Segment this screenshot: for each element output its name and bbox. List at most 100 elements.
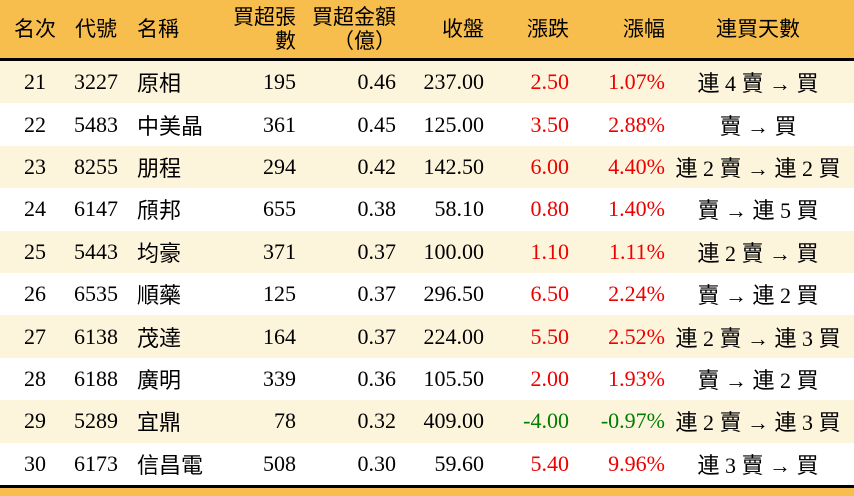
cell-close: 224.00 xyxy=(423,323,485,349)
cell-name: 信昌電 xyxy=(137,452,204,478)
cell-amount: 0.37 xyxy=(357,323,397,349)
cell-volume: 361 xyxy=(263,111,296,137)
cell-change_pct: 1.11% xyxy=(608,238,665,264)
cell-change: 6.50 xyxy=(530,281,570,307)
cell-amount: 0.32 xyxy=(357,408,397,434)
cell-close: 296.50 xyxy=(423,281,485,307)
table-row: 24 6147 頎邦 655 0.38 58.10 0.80 1.40% 賣 → 連 5 買 xyxy=(0,188,854,231)
cell-name: 朋程 xyxy=(137,155,182,181)
cell-amount: 0.37 xyxy=(357,238,397,264)
cell-name: 順藥 xyxy=(137,283,182,309)
cell-rank: 21 xyxy=(24,69,46,95)
cell-change_pct: 9.96% xyxy=(608,450,665,476)
table-row: 29 5289 宜鼎 78 0.32 409.00 -4.00 -0.97% 連 2 賣 → 連… xyxy=(0,400,854,443)
cell-rank: 27 xyxy=(24,323,46,349)
column-header-change: 漲跌 xyxy=(527,16,569,41)
cell-amount: 0.42 xyxy=(357,153,397,179)
cell-volume: 371 xyxy=(263,238,296,264)
cell-close: 58.10 xyxy=(434,196,485,222)
cell-amount: 0.46 xyxy=(357,69,397,95)
cell-code: 3227 xyxy=(74,69,118,95)
cell-change_pct: 1.07% xyxy=(608,69,665,95)
cell-amount: 0.45 xyxy=(357,111,397,137)
table-row: 22 5483 中美晶 361 0.45 125.00 3.50 2.88% 賣 → 買 xyxy=(0,103,854,146)
cell-rank: 29 xyxy=(24,408,46,434)
column-header-buy-amount: 買超金額 （億） xyxy=(312,4,396,53)
cell-change: 5.40 xyxy=(530,450,570,476)
cell-streak: 連 2 賣 → 連 2 買 xyxy=(675,155,841,181)
cell-change: 1.10 xyxy=(530,238,570,264)
cell-volume: 125 xyxy=(263,281,296,307)
cell-change_pct: 2.24% xyxy=(608,281,665,307)
cell-amount: 0.30 xyxy=(357,450,397,476)
table-row: 25 5443 均豪 371 0.37 100.00 1.10 1.11% 連 2 賣 → 買 xyxy=(0,230,854,273)
cell-code: 6535 xyxy=(74,281,118,307)
cell-streak: 連 2 賣 → 買 xyxy=(697,240,819,266)
table-row: 30 6173 信昌電 508 0.30 59.60 5.40 9.96% 連 3 賣 → 買 xyxy=(0,442,854,485)
cell-volume: 195 xyxy=(263,69,296,95)
column-header-buy-volume: 買超張數 xyxy=(233,4,296,53)
table-row: 23 8255 朋程 294 0.42 142.50 6.00 4.40% 連 2 賣 → 連 … xyxy=(0,145,854,189)
cell-name: 宜鼎 xyxy=(137,410,182,436)
bottom-divider-line xyxy=(0,484,854,488)
cell-code: 6138 xyxy=(74,323,118,349)
cell-change_pct: 1.40% xyxy=(608,196,665,222)
cell-volume: 508 xyxy=(263,450,296,476)
cell-name: 均豪 xyxy=(137,240,182,266)
cell-close: 409.00 xyxy=(423,408,485,434)
cell-code: 6147 xyxy=(74,196,118,222)
table-row: 28 6188 廣明 339 0.36 105.50 2.00 1.93% 賣 → 連 2 買 xyxy=(0,357,854,401)
cell-volume: 164 xyxy=(263,323,296,349)
cell-code: 6173 xyxy=(74,450,118,476)
column-header-rank: 名次 xyxy=(14,16,56,41)
table-row: 21 3227 原相 195 0.46 237.00 2.50 1.07% 連 4 賣 → 買 xyxy=(0,61,854,104)
cell-rank: 22 xyxy=(24,111,46,137)
cell-streak: 賣 → 買 xyxy=(719,113,797,139)
cell-amount: 0.38 xyxy=(357,196,397,222)
cell-rank: 26 xyxy=(24,281,46,307)
cell-streak: 連 3 賣 → 買 xyxy=(697,452,819,478)
cell-change: 2.50 xyxy=(530,69,570,95)
cell-close: 59.60 xyxy=(434,450,485,476)
cell-streak: 連 2 賣 → 連 3 買 xyxy=(675,410,841,436)
cell-volume: 339 xyxy=(263,365,296,391)
cell-volume: 78 xyxy=(274,408,296,434)
cell-volume: 294 xyxy=(263,153,296,179)
cell-name: 廣明 xyxy=(137,367,182,393)
cell-streak: 連 4 賣 → 買 xyxy=(697,71,819,97)
column-header-change-pct: 漲幅 xyxy=(623,16,665,41)
cell-volume: 655 xyxy=(263,196,296,222)
cell-name: 原相 xyxy=(137,71,182,97)
cell-streak: 賣 → 連 5 買 xyxy=(697,198,819,224)
cell-code: 5289 xyxy=(74,408,118,434)
cell-change_pct: 1.93% xyxy=(608,365,665,391)
cell-streak: 賣 → 連 2 買 xyxy=(697,367,819,393)
cell-close: 142.50 xyxy=(423,153,485,179)
cell-code: 8255 xyxy=(74,153,118,179)
column-header-buy-streak: 連買天數 xyxy=(716,16,800,41)
cell-amount: 0.36 xyxy=(357,365,397,391)
column-header-name: 名稱 xyxy=(137,16,179,41)
cell-streak: 連 2 賣 → 連 3 買 xyxy=(675,325,841,351)
cell-rank: 24 xyxy=(24,196,46,222)
cell-close: 100.00 xyxy=(423,238,485,264)
cell-change: 5.50 xyxy=(530,323,570,349)
cell-name: 頎邦 xyxy=(137,198,182,224)
cell-change: 2.00 xyxy=(530,365,570,391)
cell-change_pct: 2.52% xyxy=(608,323,665,349)
cell-code: 5483 xyxy=(74,111,118,137)
cell-change_pct: -0.97% xyxy=(600,408,665,434)
cell-change: 6.00 xyxy=(530,153,570,179)
cell-amount: 0.37 xyxy=(357,281,397,307)
header-divider-line xyxy=(0,58,854,61)
cell-code: 5443 xyxy=(74,238,118,264)
cell-change: 3.50 xyxy=(530,111,570,137)
table-header-row: 名次 代號 名稱 買超張數 買超金額 （億） 收盤 漲跌 漲幅 連買天數 xyxy=(0,0,854,58)
column-header-code: 代號 xyxy=(75,16,117,41)
cell-close: 237.00 xyxy=(423,69,485,95)
cell-change: -4.00 xyxy=(523,408,569,434)
column-header-close: 收盤 xyxy=(442,16,484,41)
table-row: 26 6535 順藥 125 0.37 296.50 6.50 2.24% 賣 → 連 2 買 xyxy=(0,272,854,316)
cell-rank: 28 xyxy=(24,365,46,391)
